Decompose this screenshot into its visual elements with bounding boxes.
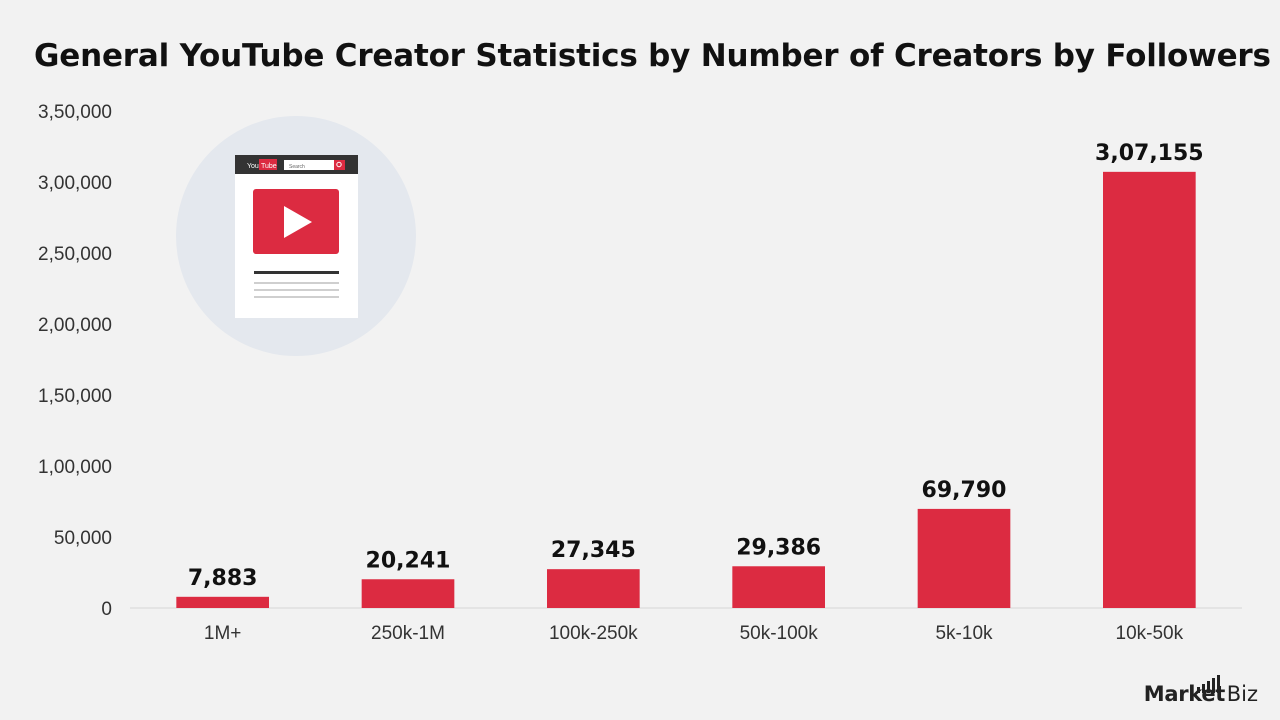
illustration-logo-box [259,159,277,170]
illustration-line [254,282,339,284]
brand-bars-icon [1197,675,1221,693]
value-label: 3,07,155 [1095,141,1204,166]
value-labels: 7,883 20,241 27,345 29,386 69,790 3,07,155 [188,141,1204,591]
brand-logo: Market .Biz [1144,675,1258,706]
search-icon [336,161,342,168]
value-label: 20,241 [366,548,451,573]
value-label: 29,386 [736,535,821,560]
value-label: 27,345 [551,538,636,563]
y-tick-label: 2,00,000 [38,315,112,336]
youtube-page-icon: You Tube Search [176,116,416,356]
play-icon [284,206,312,238]
illustration-logo-you: You [247,163,259,170]
bar-250k-1M [361,579,455,608]
illustration-search-placeholder: Search [289,164,305,170]
x-tick-label: 100k-250k [549,623,638,644]
y-tick-label: 1,00,000 [38,457,112,478]
illustration-search-icon [334,160,345,170]
x-axis: 1M+ 250k-1M 100k-250k 50k-100k 5k-10k 10k-50k [204,623,1184,644]
brand-name: Market [1143,682,1226,706]
page-title: General YouTube Creator Statistics by Nu… [34,38,1271,74]
x-tick-label: 250k-1M [371,623,445,644]
bar-5k-10k [917,508,1011,608]
bar-100k-250k [547,569,640,608]
illustration-logo-tube: Tube [261,163,277,170]
x-tick-label: 5k-10k [935,623,993,644]
y-tick-label: 0 [101,599,112,620]
value-label: 7,883 [188,566,258,591]
bar-50k-100k [732,566,825,608]
value-label: 69,790 [922,478,1007,503]
y-axis: 0 50,000 1,00,000 1,50,000 2,00,000 2,50,000 3… [38,102,112,620]
brand-suffix: .Biz [1220,682,1258,706]
y-tick-label: 3,50,000 [38,102,112,123]
illustration-search-box [284,160,334,170]
illustration-line [254,271,339,274]
illustration-line [254,289,339,291]
illustration-line [254,296,339,298]
x-tick-label: 1M+ [204,623,242,644]
x-tick-label: 50k-100k [740,623,819,644]
y-tick-label: 1,50,000 [38,386,112,407]
y-tick-label: 3,00,000 [38,173,112,194]
y-tick-label: 50,000 [54,528,112,549]
y-tick-label: 2,50,000 [38,244,112,265]
bars [176,171,1196,608]
x-tick-label: 10k-50k [1116,623,1184,644]
bar-10k-50k [1103,171,1196,608]
bar-1M+ [176,596,269,608]
